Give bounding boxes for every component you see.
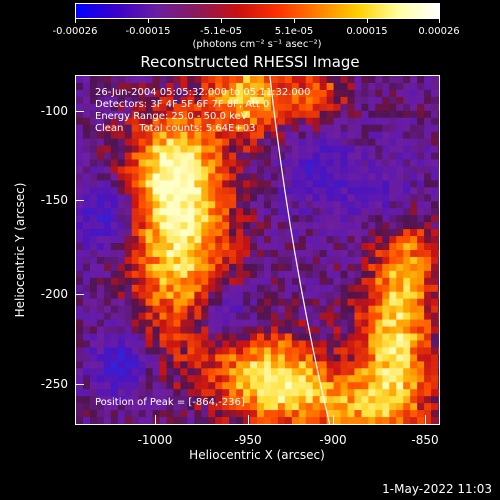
colorbar-tick-label: -0.00015 bbox=[125, 26, 171, 37]
image-title: Reconstructed RHESSI Image bbox=[140, 53, 360, 71]
colorbar-tick-label: -5.1e-05 bbox=[200, 26, 242, 37]
colorbar-tick bbox=[148, 19, 149, 23]
y-tick bbox=[75, 384, 84, 385]
colorbar-unit: (photons cm⁻² s⁻¹ asec⁻²) bbox=[192, 39, 322, 50]
y-tick-label: -200 bbox=[40, 287, 68, 301]
y-tick bbox=[75, 200, 84, 201]
colorbar-tick bbox=[367, 19, 368, 23]
x-axis-label: Heliocentric X (arcsec) bbox=[189, 448, 325, 462]
x-tick bbox=[155, 415, 156, 424]
colorbar-tick bbox=[75, 19, 76, 23]
y-axis-label: Heliocentric Y (arcsec) bbox=[13, 182, 27, 318]
y-tick-label: -100 bbox=[40, 104, 68, 118]
solar-limb-line bbox=[269, 76, 331, 424]
x-tick-label: -850 bbox=[411, 433, 439, 447]
colorbar-tick-label: 0.00015 bbox=[346, 26, 388, 37]
x-tick bbox=[248, 415, 249, 424]
energy-range-text: Energy Range: 25.0 - 50.0 keV bbox=[95, 111, 248, 122]
colorbar-tick-label: -0.00026 bbox=[52, 26, 98, 37]
time-range-text: 26-Jun-2004 05:05:32.000 to 05:11:32.000 bbox=[95, 87, 311, 98]
method-text: Clean Total counts: 5.64E+03 bbox=[95, 123, 256, 134]
colorbar-tick bbox=[221, 19, 222, 23]
x-tick-label: -1000 bbox=[137, 433, 173, 447]
timestamp: 1-May-2022 11:03 bbox=[382, 482, 492, 496]
y-tick bbox=[75, 111, 84, 112]
detectors-text: Detectors: 3F 4F 5F 6F 7F 8F, Att 0 bbox=[95, 99, 270, 110]
y-tick-label: -250 bbox=[40, 377, 68, 391]
colorbar-tick bbox=[294, 19, 295, 23]
peak-position-text: Position of Peak = [-864,-236] bbox=[95, 397, 245, 408]
y-tick bbox=[75, 294, 84, 295]
colorbar bbox=[75, 3, 440, 19]
image-plot: 26-Jun-2004 05:05:32.000 to 05:11:32.000… bbox=[75, 75, 440, 425]
heatmap bbox=[76, 76, 439, 424]
x-tick-label: -950 bbox=[234, 433, 262, 447]
x-tick-label: -900 bbox=[319, 433, 347, 447]
x-tick bbox=[333, 415, 334, 424]
y-tick-label: -150 bbox=[40, 193, 68, 207]
colorbar-tick-label: 0.00026 bbox=[418, 26, 460, 37]
colorbar-tick bbox=[439, 19, 440, 23]
colorbar-tick-label: 5.1e-05 bbox=[274, 26, 314, 37]
x-tick bbox=[425, 415, 426, 424]
